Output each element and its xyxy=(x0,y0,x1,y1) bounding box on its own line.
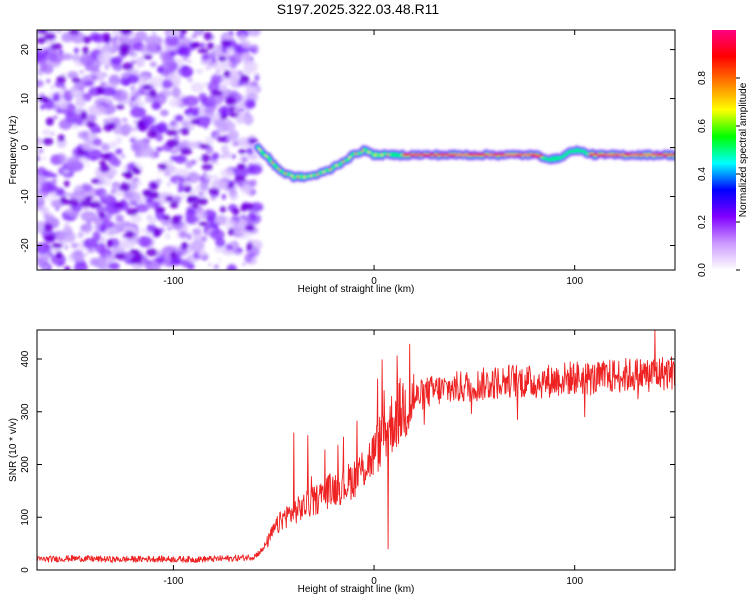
signal-track xyxy=(252,142,675,184)
snr-x-tick-label: 0 xyxy=(371,576,377,587)
colorbar: 0.0 0.2 0.4 0.6 0.8 Normalized spectral ampl… xyxy=(697,30,749,277)
colorbar-ticks: 0.0 0.2 0.4 0.6 0.8 xyxy=(697,71,740,277)
snr-y-tick-label: 300 xyxy=(20,403,31,420)
snr-x-tick-label: -100 xyxy=(163,576,183,587)
spectrogram-y-tick-label: 0 xyxy=(20,144,31,150)
colorbar-strip xyxy=(712,30,736,270)
colorbar-tick-label: 0.2 xyxy=(697,215,708,229)
snr-y-tick-label: 100 xyxy=(20,508,31,525)
snr-plot-area xyxy=(37,330,675,570)
spectrogram-frame xyxy=(36,29,676,271)
colorbar-tick-label: 0.4 xyxy=(697,167,708,181)
colorbar-tick-label: 0.0 xyxy=(697,263,708,277)
spectrogram-y-tick-label: 10 xyxy=(20,93,31,105)
snr-y-tick-label: 200 xyxy=(20,456,31,473)
colorbar-label: Normalized spectral amplitude xyxy=(738,82,749,217)
snr-x-label: Height of straight line (km) xyxy=(298,584,415,595)
colorbar-tick-label: 0.6 xyxy=(697,119,708,133)
colorbar-tick-label: 0.8 xyxy=(697,71,708,85)
snr-y-tick-label: 0 xyxy=(20,567,31,573)
spectrogram-y-tick-label: 20 xyxy=(20,44,31,56)
snr-frame xyxy=(36,329,676,571)
spectrogram-y-tick-label: -10 xyxy=(20,189,31,204)
snr-panel: -100 0 100 0 100 200 300 400 Height of straight… xyxy=(8,329,676,595)
spectrogram-x-tick-label: 100 xyxy=(566,276,583,287)
spectrogram-x-tick-label: 0 xyxy=(371,276,377,287)
snr-ticks: -100 0 100 0 100 200 300 400 xyxy=(20,330,675,587)
spectrogram-x-tick-label: -100 xyxy=(163,276,183,287)
snr-x-tick-label: 100 xyxy=(566,576,583,587)
snr-y-label: SNR (10 * v/v) xyxy=(8,418,19,482)
spectrogram-x-label: Height of straight line (km) xyxy=(298,284,415,295)
snr-series-line xyxy=(37,330,675,564)
noise-region xyxy=(37,30,264,270)
chart-title: S197.2025.322.03.48.R11 xyxy=(277,1,440,17)
snr-y-tick-label: 400 xyxy=(20,350,31,367)
spectrogram-y-label: Frequency (Hz) xyxy=(8,116,19,185)
spectrogram-y-tick-label: -20 xyxy=(20,238,31,253)
